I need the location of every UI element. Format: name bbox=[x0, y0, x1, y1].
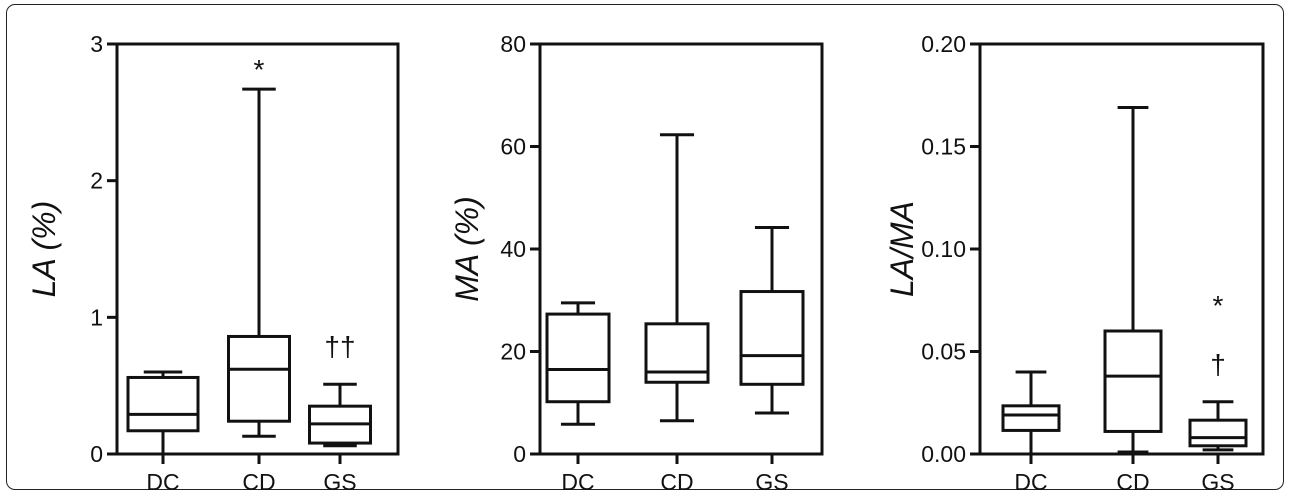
y-axis-label: MA (%) bbox=[449, 196, 485, 301]
x-tick-label: CD bbox=[660, 469, 693, 495]
significance-marker: †† bbox=[324, 331, 355, 362]
panel-2: 0 20 40 60 80 MA (%) DC CD GS bbox=[449, 31, 824, 495]
y-tick-label: 0 bbox=[513, 441, 526, 467]
y-tick-label: 0.10 bbox=[921, 236, 966, 262]
y-tick-label: 40 bbox=[500, 236, 526, 262]
y-tick-label: 0.00 bbox=[921, 441, 966, 467]
y-tick-label: 20 bbox=[500, 339, 526, 365]
x-tick-label: DC bbox=[146, 469, 179, 495]
y-axis-label: LA/MA bbox=[884, 201, 920, 297]
x-tick-label: GS bbox=[323, 469, 356, 495]
box-iqr bbox=[1188, 418, 1248, 448]
significance-marker: * bbox=[254, 54, 265, 85]
box-dc bbox=[126, 370, 200, 456]
x-tick-label: CD bbox=[1116, 469, 1149, 495]
box-cd bbox=[644, 133, 710, 423]
box-dc bbox=[1001, 370, 1061, 456]
x-tick-label: DC bbox=[561, 469, 594, 495]
y-axis-label: LA (%) bbox=[26, 201, 62, 298]
y-tick-label: 0.05 bbox=[921, 339, 966, 365]
box-iqr bbox=[227, 334, 291, 423]
significance-marker: † bbox=[1210, 349, 1226, 380]
box-iqr bbox=[1103, 329, 1163, 433]
box-iqr bbox=[545, 312, 611, 404]
y-tick-label: 2 bbox=[90, 168, 103, 194]
y-tick-label: 0.15 bbox=[921, 134, 966, 160]
box-dc bbox=[545, 301, 611, 426]
box-gs bbox=[308, 382, 372, 448]
significance-marker: * bbox=[1213, 290, 1224, 321]
x-tick-label: DC bbox=[1014, 469, 1047, 495]
y-tick-label: 80 bbox=[500, 31, 526, 57]
box-cd bbox=[227, 87, 291, 438]
box-iqr bbox=[126, 375, 200, 433]
x-tick-label: CD bbox=[242, 469, 275, 495]
box-iqr bbox=[1001, 404, 1061, 432]
figure-frame bbox=[6, 4, 1284, 490]
box-gs bbox=[1188, 400, 1248, 452]
x-tick-label: GS bbox=[1201, 469, 1234, 495]
y-tick-label: 0 bbox=[90, 441, 103, 467]
panel-1: 0 1 2 3 LA (%) DC CD GS * †† bbox=[26, 31, 400, 495]
y-tick-label: 1 bbox=[90, 304, 103, 330]
x-tick-label: GS bbox=[755, 469, 788, 495]
box-gs bbox=[739, 225, 805, 415]
y-tick-label: 0.20 bbox=[921, 31, 966, 57]
box-cd bbox=[1103, 106, 1163, 454]
panel-3: 0.00 0.05 0.10 0.15 0.20 LA/MA DC CD GS * † bbox=[884, 31, 1265, 495]
box-iqr bbox=[739, 290, 805, 386]
y-tick-label: 3 bbox=[90, 31, 103, 57]
y-tick-label: 60 bbox=[500, 134, 526, 160]
